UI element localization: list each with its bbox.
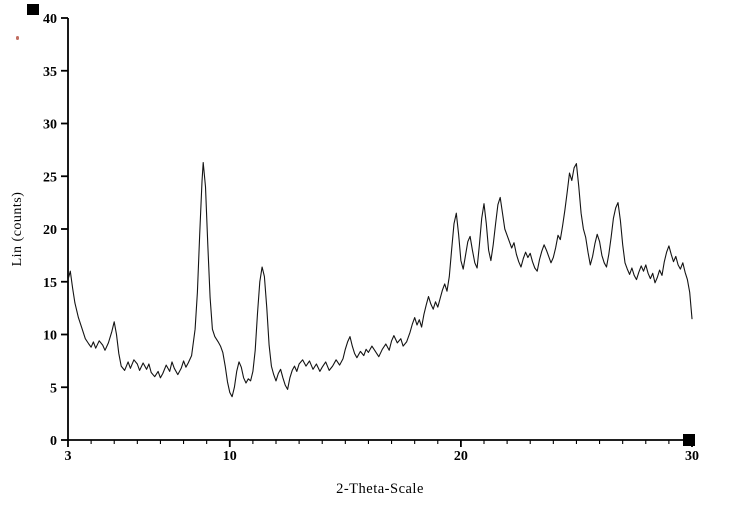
x-tick-label: 10 [223,449,237,464]
y-tick-label: 5 [50,381,57,396]
y-axis-label: Lin (counts) [10,191,25,267]
y-tick-label: 20 [43,223,57,238]
y-tick-label: 25 [43,170,57,185]
x-tick-label: 3 [65,449,72,464]
y-tick-label: 30 [43,118,57,133]
xrd-trace [67,161,693,398]
y-tick-label: 0 [50,434,57,449]
axis-end-marker-top-left [27,4,39,15]
x-tick-label: 30 [685,449,699,464]
y-tick-label: 35 [43,65,57,80]
x-axis-label: 2-Theta-Scale [336,481,424,497]
axis-end-marker-bottom-right [683,434,695,446]
scan-artifact-dot [16,36,19,40]
y-tick-label: 40 [43,12,57,27]
x-tick-label: 20 [454,449,468,464]
y-tick-label: 15 [43,276,57,291]
y-tick-label: 10 [43,329,57,344]
